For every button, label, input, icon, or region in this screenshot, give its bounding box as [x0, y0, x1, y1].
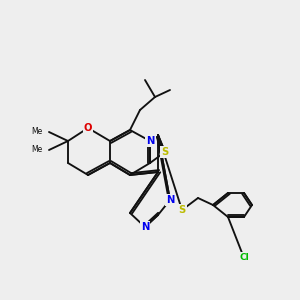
Text: N: N: [166, 195, 174, 205]
Text: Me: Me: [32, 146, 43, 154]
Text: N: N: [146, 136, 154, 146]
Text: Cl: Cl: [239, 254, 249, 262]
Text: N: N: [141, 222, 149, 232]
Text: S: S: [161, 147, 169, 157]
Text: O: O: [84, 123, 92, 133]
Text: Me: Me: [32, 128, 43, 136]
Text: S: S: [178, 205, 186, 215]
